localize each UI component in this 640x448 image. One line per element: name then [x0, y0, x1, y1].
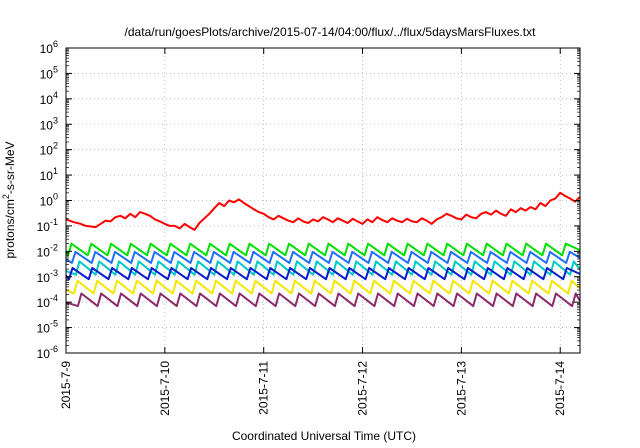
chart-title: /data/run/goesPlots/archive/2015-07-14/0…	[125, 25, 537, 39]
y-tick-label: 100	[40, 192, 58, 209]
y-tick-label: 102	[40, 141, 58, 158]
series-line-5	[65, 267, 581, 281]
series-group	[65, 191, 581, 308]
x-axis-label: Coordinated Universal Time (UTC)	[232, 429, 416, 443]
y-axis-ticks: 10-6 10-5 10-4 10-3 10-2 10-1 100 101 102 103 104 1…	[37, 39, 580, 361]
y-tick-label: 104	[40, 90, 58, 107]
x-axis-ticks: 2015-7-9 2015-7-10 2015-7-11 2015-7-12 2015-…	[59, 48, 567, 416]
series-line-4	[65, 260, 581, 276]
y-tick-label: 103	[40, 115, 58, 132]
y-tick-label: 10-4	[37, 293, 58, 310]
y-tick-label: 10-5	[37, 319, 58, 336]
y-tick-label: 10-2	[37, 242, 58, 259]
x-tick-label: 2015-7-9	[59, 361, 73, 409]
x-tick-label: 2015-7-10	[158, 361, 172, 416]
y-tick-label: 106	[40, 39, 58, 56]
x-tick-label: 2015-7-14	[553, 361, 567, 416]
y-tick-label: 101	[40, 166, 58, 183]
series-line-7	[65, 292, 581, 308]
series-line-6	[65, 279, 581, 295]
y-tick-label: 10-1	[37, 217, 58, 234]
grid-lines	[66, 48, 580, 353]
series-line-3	[65, 250, 581, 264]
y-axis-label: protons/cm2-s-sr-MeV	[1, 141, 17, 258]
x-tick-label: 2015-7-11	[257, 361, 271, 415]
y-tick-label: 10-3	[37, 268, 58, 285]
x-tick-label: 2015-7-13	[454, 361, 468, 416]
series-line-2	[65, 242, 581, 257]
y-tick-label: 10-6	[37, 344, 58, 361]
x-tick-label: 2015-7-12	[356, 361, 370, 416]
series-line-1	[65, 191, 581, 231]
y-tick-label: 105	[40, 64, 58, 81]
